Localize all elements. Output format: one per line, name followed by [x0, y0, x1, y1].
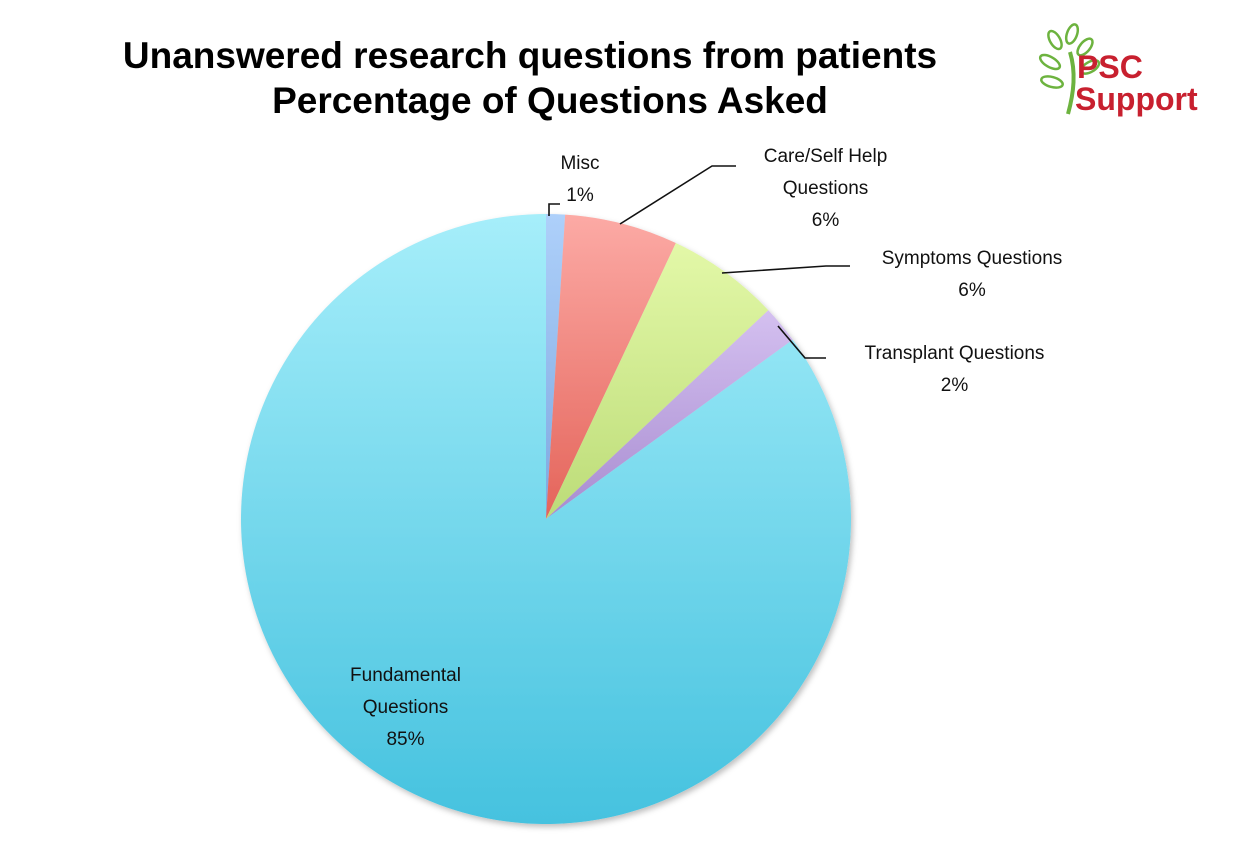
- logo-text-psc: PSC: [1077, 49, 1143, 85]
- slice-symptoms: [546, 243, 769, 519]
- slice-fundamental: [241, 214, 852, 824]
- logo-text-support: Support: [1075, 81, 1198, 117]
- label-transplant: Transplant Questions 2%: [864, 343, 1045, 396]
- chart-title-line1: Unanswered research questions from patie…: [122, 35, 938, 76]
- label-care-self-help: Care/Self Help Questions 6%: [763, 146, 888, 231]
- chart-title-line2: Percentage of Questions Asked: [272, 80, 828, 121]
- slice-transplant: [546, 310, 793, 519]
- slice-misc: [546, 214, 566, 519]
- label-fundamental: Fundamental Questions 85%: [350, 665, 461, 750]
- tree-leaf-icon: [1038, 23, 1101, 115]
- label-symptoms: Symptoms Questions 6%: [881, 248, 1063, 301]
- label-misc: Misc 1%: [560, 153, 600, 206]
- slice-care-self-help: [546, 214, 676, 519]
